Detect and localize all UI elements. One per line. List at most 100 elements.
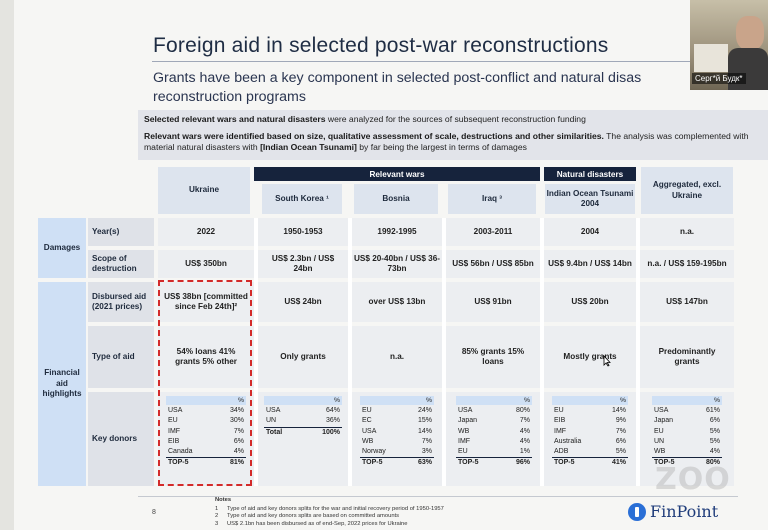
note-number: 2 [215,513,219,520]
col-header-aggregated: Aggregated, excl. Ukraine [641,167,733,214]
row-label-scope: Scope of destruction [88,250,154,278]
donor-total-label: TOP-5 [362,459,383,467]
cell-type-iraq: 85% grants 15% loans [461,346,525,367]
donor-row: EIB 6% [166,437,246,447]
donor-pct: 5% [615,448,626,456]
donor-pct: 3% [421,448,432,456]
donors-south-korea: % USA 64% UN 36% Total 100% [264,396,342,438]
donor-pct: 24% [417,407,432,414]
donor-name: USA [266,407,281,414]
donors-pct-header: % [552,396,628,405]
donor-name: UN [654,437,665,445]
donor-pct: 6% [709,417,720,425]
note-number: 1 [215,505,219,512]
col-sep-2 [348,218,352,486]
cell-disbursed-aggregated: US$ 147bn [666,296,708,306]
participant-avatar [736,16,764,50]
donor-total-label: TOP-5 [654,459,675,467]
donor-pct: 30% [229,417,244,425]
donor-row: Australia 6% [552,437,628,447]
donor-pct: 4% [519,427,530,435]
col-sep-4 [540,218,544,486]
donor-row: USA 34% [166,406,246,416]
intro-box: Selected relevant wars and natural disas… [138,110,768,160]
donor-row: EIB 9% [552,416,628,426]
donor-name: EU [168,417,178,425]
donor-pct: 14% [417,427,432,435]
donors-tsunami: % EU 14% EIB 9% IMF 7% Australia 6% ADB 5% TO… [552,396,628,469]
donor-row: Norway 3% [360,447,434,457]
donor-name: WB [458,427,470,435]
donor-total-pct: 41% [611,459,626,467]
donor-name: USA [654,407,669,414]
intro-line-2-rest2: by far being the largest in terms of dam… [356,142,527,153]
donor-row: EU 14% [552,406,628,416]
donor-name: ADB [554,448,569,456]
donors-aggregated: % USA 61% Japan 6% EU 5% UN 5% WB 4% TOP-5 80% [652,396,722,469]
cell-years-iraq: 2003-2011 [473,226,513,236]
participant-video-tile[interactable]: Серг*й Будк* [690,0,768,90]
donor-pct: 7% [519,417,530,425]
col-sep-3 [442,218,446,486]
cell-type-south-korea: Only grants [280,351,326,361]
donor-total-label: TOP-5 [458,459,479,467]
note-text: Type of aid and key donors splits are ba… [227,513,400,520]
slide-subtitle: Grants have been a key component in sele… [153,70,642,105]
cell-scope-iraq: US$ 56bn / US$ 85bn [452,258,534,268]
donor-row: USA 80% [456,406,532,416]
cell-scope-tsunami: US$ 9.4bn / US$ 14bn [548,258,632,268]
col-header-ukraine: Ukraine [158,167,250,214]
mouse-cursor-icon [603,355,611,367]
donor-row: WB 4% [652,447,722,457]
cell-years-bosnia: 1992-1995 [377,226,417,236]
cell-scope-bosnia: US$ 20-40bn / US$ 36-73bn [354,253,441,274]
note-item: 2 Type of aid and key donors splits are b… [215,513,444,521]
note-number: 3 [215,520,219,527]
donor-row: IMF 7% [552,427,628,437]
donor-name: Japan [458,417,478,425]
donor-total-row: TOP-5 41% [552,457,628,468]
finpoint-logo: FinPoint [628,502,718,521]
intro-line-1-bold: Selected relevant wars and natural disas… [144,114,326,124]
donor-pct: 6% [615,437,626,445]
donor-pct: 5% [709,427,720,435]
donors-pct-header: % [456,396,532,405]
donor-total-pct: 63% [417,459,432,467]
cell-scope-aggregated: n.a. / US$ 159-195bn [647,258,727,268]
donor-total-pct: 80% [705,459,720,467]
donor-total-row: TOP-5 80% [652,457,722,468]
cell-years-south-korea: 1950-1953 [283,226,323,236]
donor-name: USA [458,407,473,414]
cell-disbursed-iraq: US$ 91bn [474,296,512,306]
donor-name: IMF [554,427,567,435]
group-header-natural-disasters: Natural disasters [544,167,636,181]
donor-row: UN 5% [652,437,722,447]
donor-row: Japan 6% [652,416,722,426]
finpoint-logo-text: FinPoint [650,502,719,521]
donor-row: EU 24% [360,406,434,416]
donor-row: USA 14% [360,427,434,437]
donor-total-row: Total 100% [264,426,342,438]
slide-left-bar [0,0,14,530]
donor-pct: 7% [421,437,432,445]
donor-total-label: TOP-5 [168,459,189,467]
cell-disbursed-tsunami: US$ 20bn [571,296,609,306]
cell-years-tsunami: 2004 [580,226,600,236]
col-header-tsunami: Indian Ocean Tsunami 2004 [545,184,635,214]
donor-pct: 4% [709,448,720,456]
group-header-relevant-wars: Relevant wars [254,167,540,181]
donor-pct: 4% [519,437,530,445]
video-shelf [694,44,728,72]
donor-total-pct: 81% [229,459,244,467]
col-sep-1 [254,218,258,486]
donor-row: WB 7% [360,437,434,447]
finpoint-logo-icon [628,502,646,521]
col-header-iraq: Iraq ³ [448,184,536,214]
cell-disbursed-bosnia: over US$ 13bn [368,296,426,306]
donor-pct: 1% [519,448,530,456]
donors-ukraine: % USA 34% EU 30% IMF 7% EIB 6% Canada 4% TOP-… [166,396,246,469]
donor-row: ADB 5% [552,447,628,457]
donor-pct: 15% [417,417,432,425]
donor-pct: 9% [615,417,626,425]
